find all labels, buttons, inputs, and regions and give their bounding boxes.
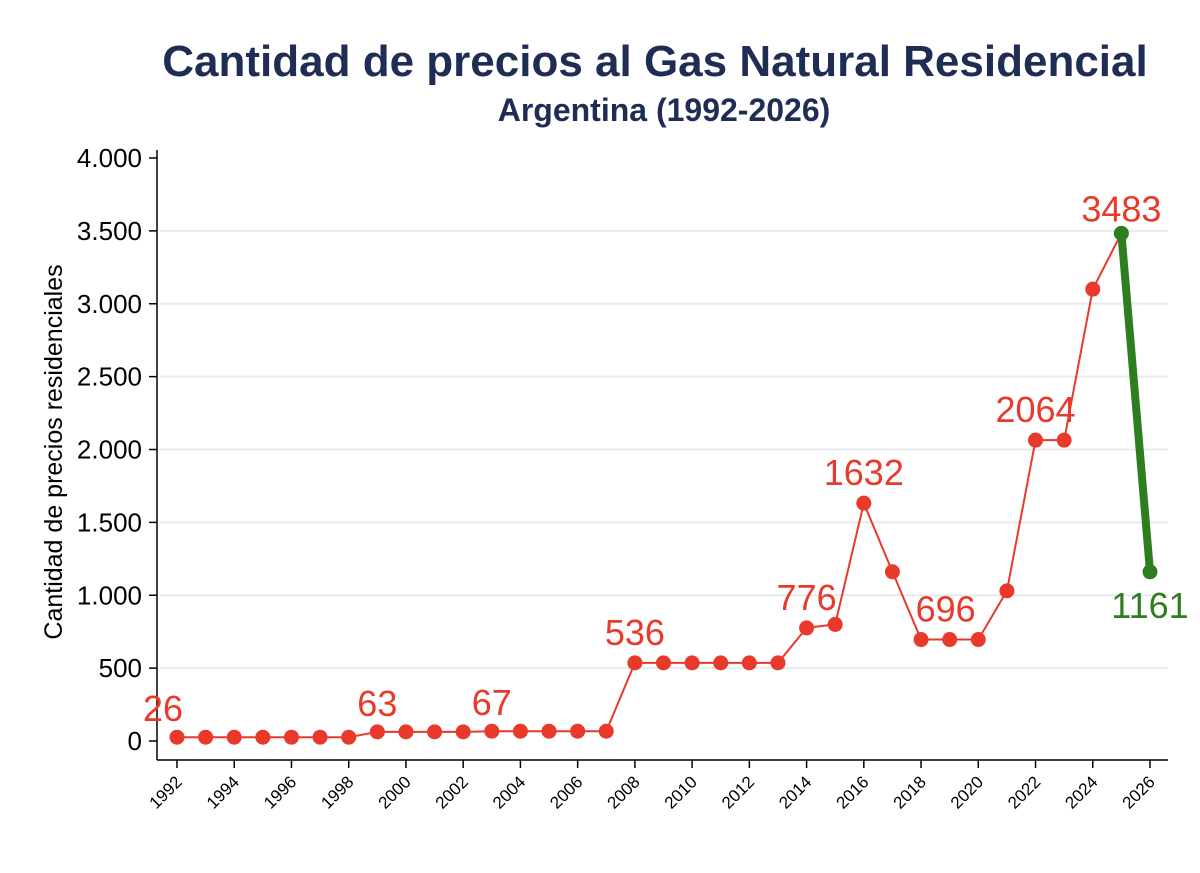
x-tick-label: 2012 [718,772,758,812]
data-point [999,583,1015,599]
series-lines [176,229,1154,739]
x-tick-label: 2014 [775,772,815,812]
x-tick-label: 1996 [260,772,300,812]
gridlines [160,229,1168,670]
data-point [341,729,357,745]
data-label: 1161 [1111,585,1188,626]
data-label: 776 [777,577,837,618]
y-tick-label: 3.000 [77,289,142,319]
data-point [627,655,643,671]
x-tick-label: 2000 [375,772,415,812]
data-point [656,655,671,671]
data-point [283,729,299,745]
y-tick-label: 2.000 [77,435,142,465]
data-point [455,724,471,740]
x-tick-label: 2018 [890,772,930,812]
y-tick-label: 0 [128,726,142,756]
x-tick-label: 2024 [1061,772,1101,812]
x-tick-label: 2020 [947,772,987,812]
x-tick-label: 1994 [203,772,243,812]
data-label: 536 [605,612,665,653]
chart-title: Cantidad de precios al Gas Natural Resid… [162,37,1147,86]
x-tick-label: 2004 [489,772,529,812]
y-axis-ticks: 0 500 1.000 1.500 2.000 2.500 3.000 3.500 4.000 [77,143,157,756]
data-label: 3483 [1081,188,1161,229]
x-tick-label: 1992 [146,772,186,812]
data-point [1113,225,1129,241]
data-point [255,729,271,745]
data-point [598,723,614,739]
y-tick-label: 1.000 [77,580,142,610]
data-point [226,729,242,745]
data-point [312,729,328,745]
series-line-proyeccion [1117,229,1154,576]
data-point [913,632,929,648]
series-points [169,225,1158,745]
y-tick-label: 4.000 [77,143,142,173]
data-point [1028,432,1044,448]
data-point [427,724,443,740]
data-label: 67 [472,682,512,723]
data-point [884,564,900,580]
data-point [541,723,557,739]
chart-subtitle: Argentina (1992-2026) [498,92,831,128]
data-point [970,632,986,648]
data-point [856,495,872,511]
x-tick-label: 2010 [661,772,701,812]
data-point [827,616,843,632]
data-point [799,620,815,636]
data-point [713,655,729,671]
data-label: 63 [357,683,397,724]
data-point [369,724,385,740]
data-point [169,729,185,745]
y-axis-label: Cantidad de precios residenciales [40,264,68,639]
y-tick-label: 3.500 [77,216,142,246]
x-tick-label: 2022 [1004,772,1044,812]
y-tick-label: 2.500 [77,362,142,392]
data-point [1085,281,1101,297]
data-point [1142,564,1158,580]
x-tick-label: 2016 [832,772,872,812]
data-point [398,724,414,740]
x-axis-ticks: 1992 1994 1996 1998 2000 2002 2004 2006 2008 2010… [146,760,1159,813]
data-point [741,655,757,671]
data-label: 1632 [824,452,904,493]
y-tick-label: 500 [99,653,142,683]
data-point [198,729,214,745]
y-tick-label: 1.500 [77,507,142,537]
x-tick-label: 1998 [317,772,357,812]
data-point [684,655,700,671]
data-point [512,723,528,739]
series-line-historico [176,232,1123,739]
data-label: 696 [916,589,976,630]
x-tick-label: 2026 [1119,772,1159,812]
data-point [570,723,586,739]
axes [156,150,1168,761]
data-label: 2064 [995,389,1075,430]
x-tick-label: 2008 [604,772,644,812]
data-point [942,632,958,648]
data-label: 26 [143,688,183,729]
data-point [484,723,500,739]
x-tick-label: 2002 [432,772,472,812]
data-point [770,655,786,671]
data-point [1056,432,1072,448]
x-tick-label: 2006 [546,772,586,812]
data-labels: 26 63 67 536 776 1632 696 2064 3483 1161 [143,188,1189,729]
